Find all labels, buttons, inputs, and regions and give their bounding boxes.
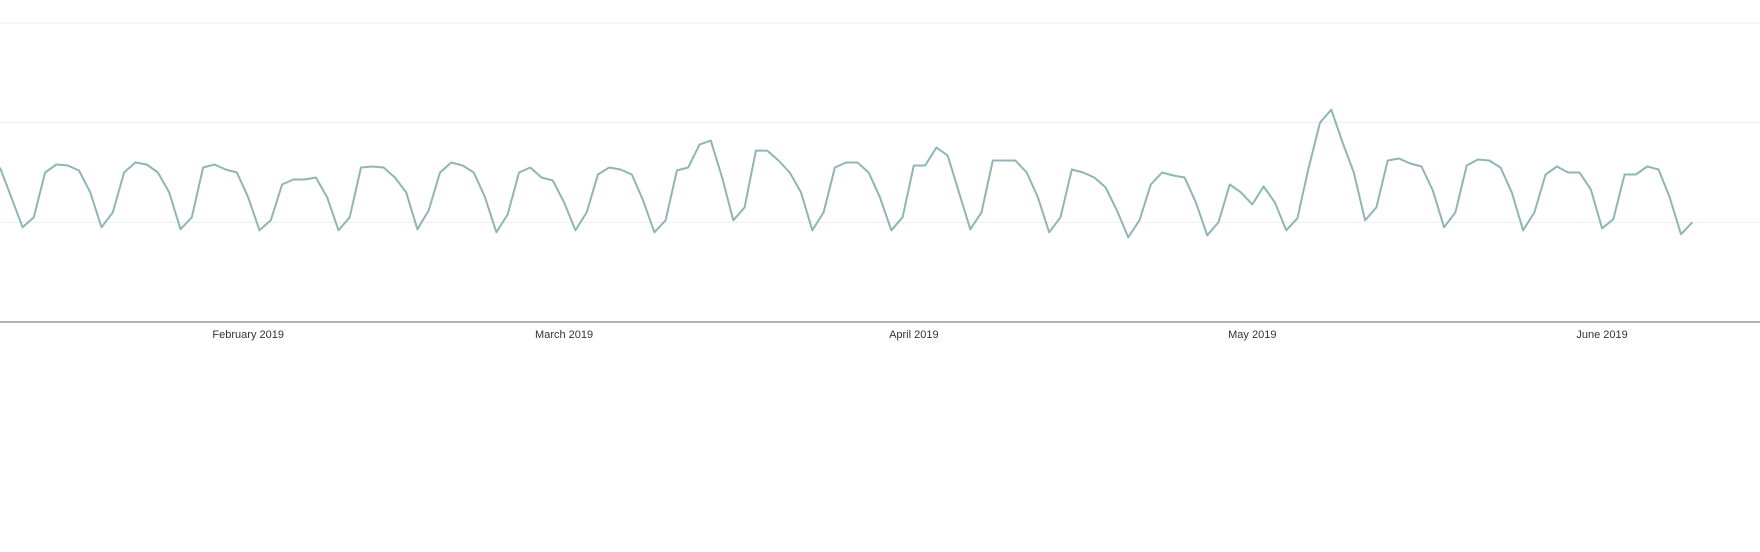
x-tick-label: June 2019 <box>1576 329 1627 341</box>
x-tick-label: February 2019 <box>212 329 284 341</box>
series-layer <box>0 108 1694 239</box>
x-tick-label: March 2019 <box>535 329 593 341</box>
x-tick-label: April 2019 <box>889 329 939 341</box>
tick-layer: February 2019 March 2019 April 2019 May 201… <box>212 329 1627 341</box>
x-tick-label: May 2019 <box>1228 329 1276 341</box>
series-line-1 <box>0 108 1694 239</box>
grid-layer <box>0 22 1760 223</box>
